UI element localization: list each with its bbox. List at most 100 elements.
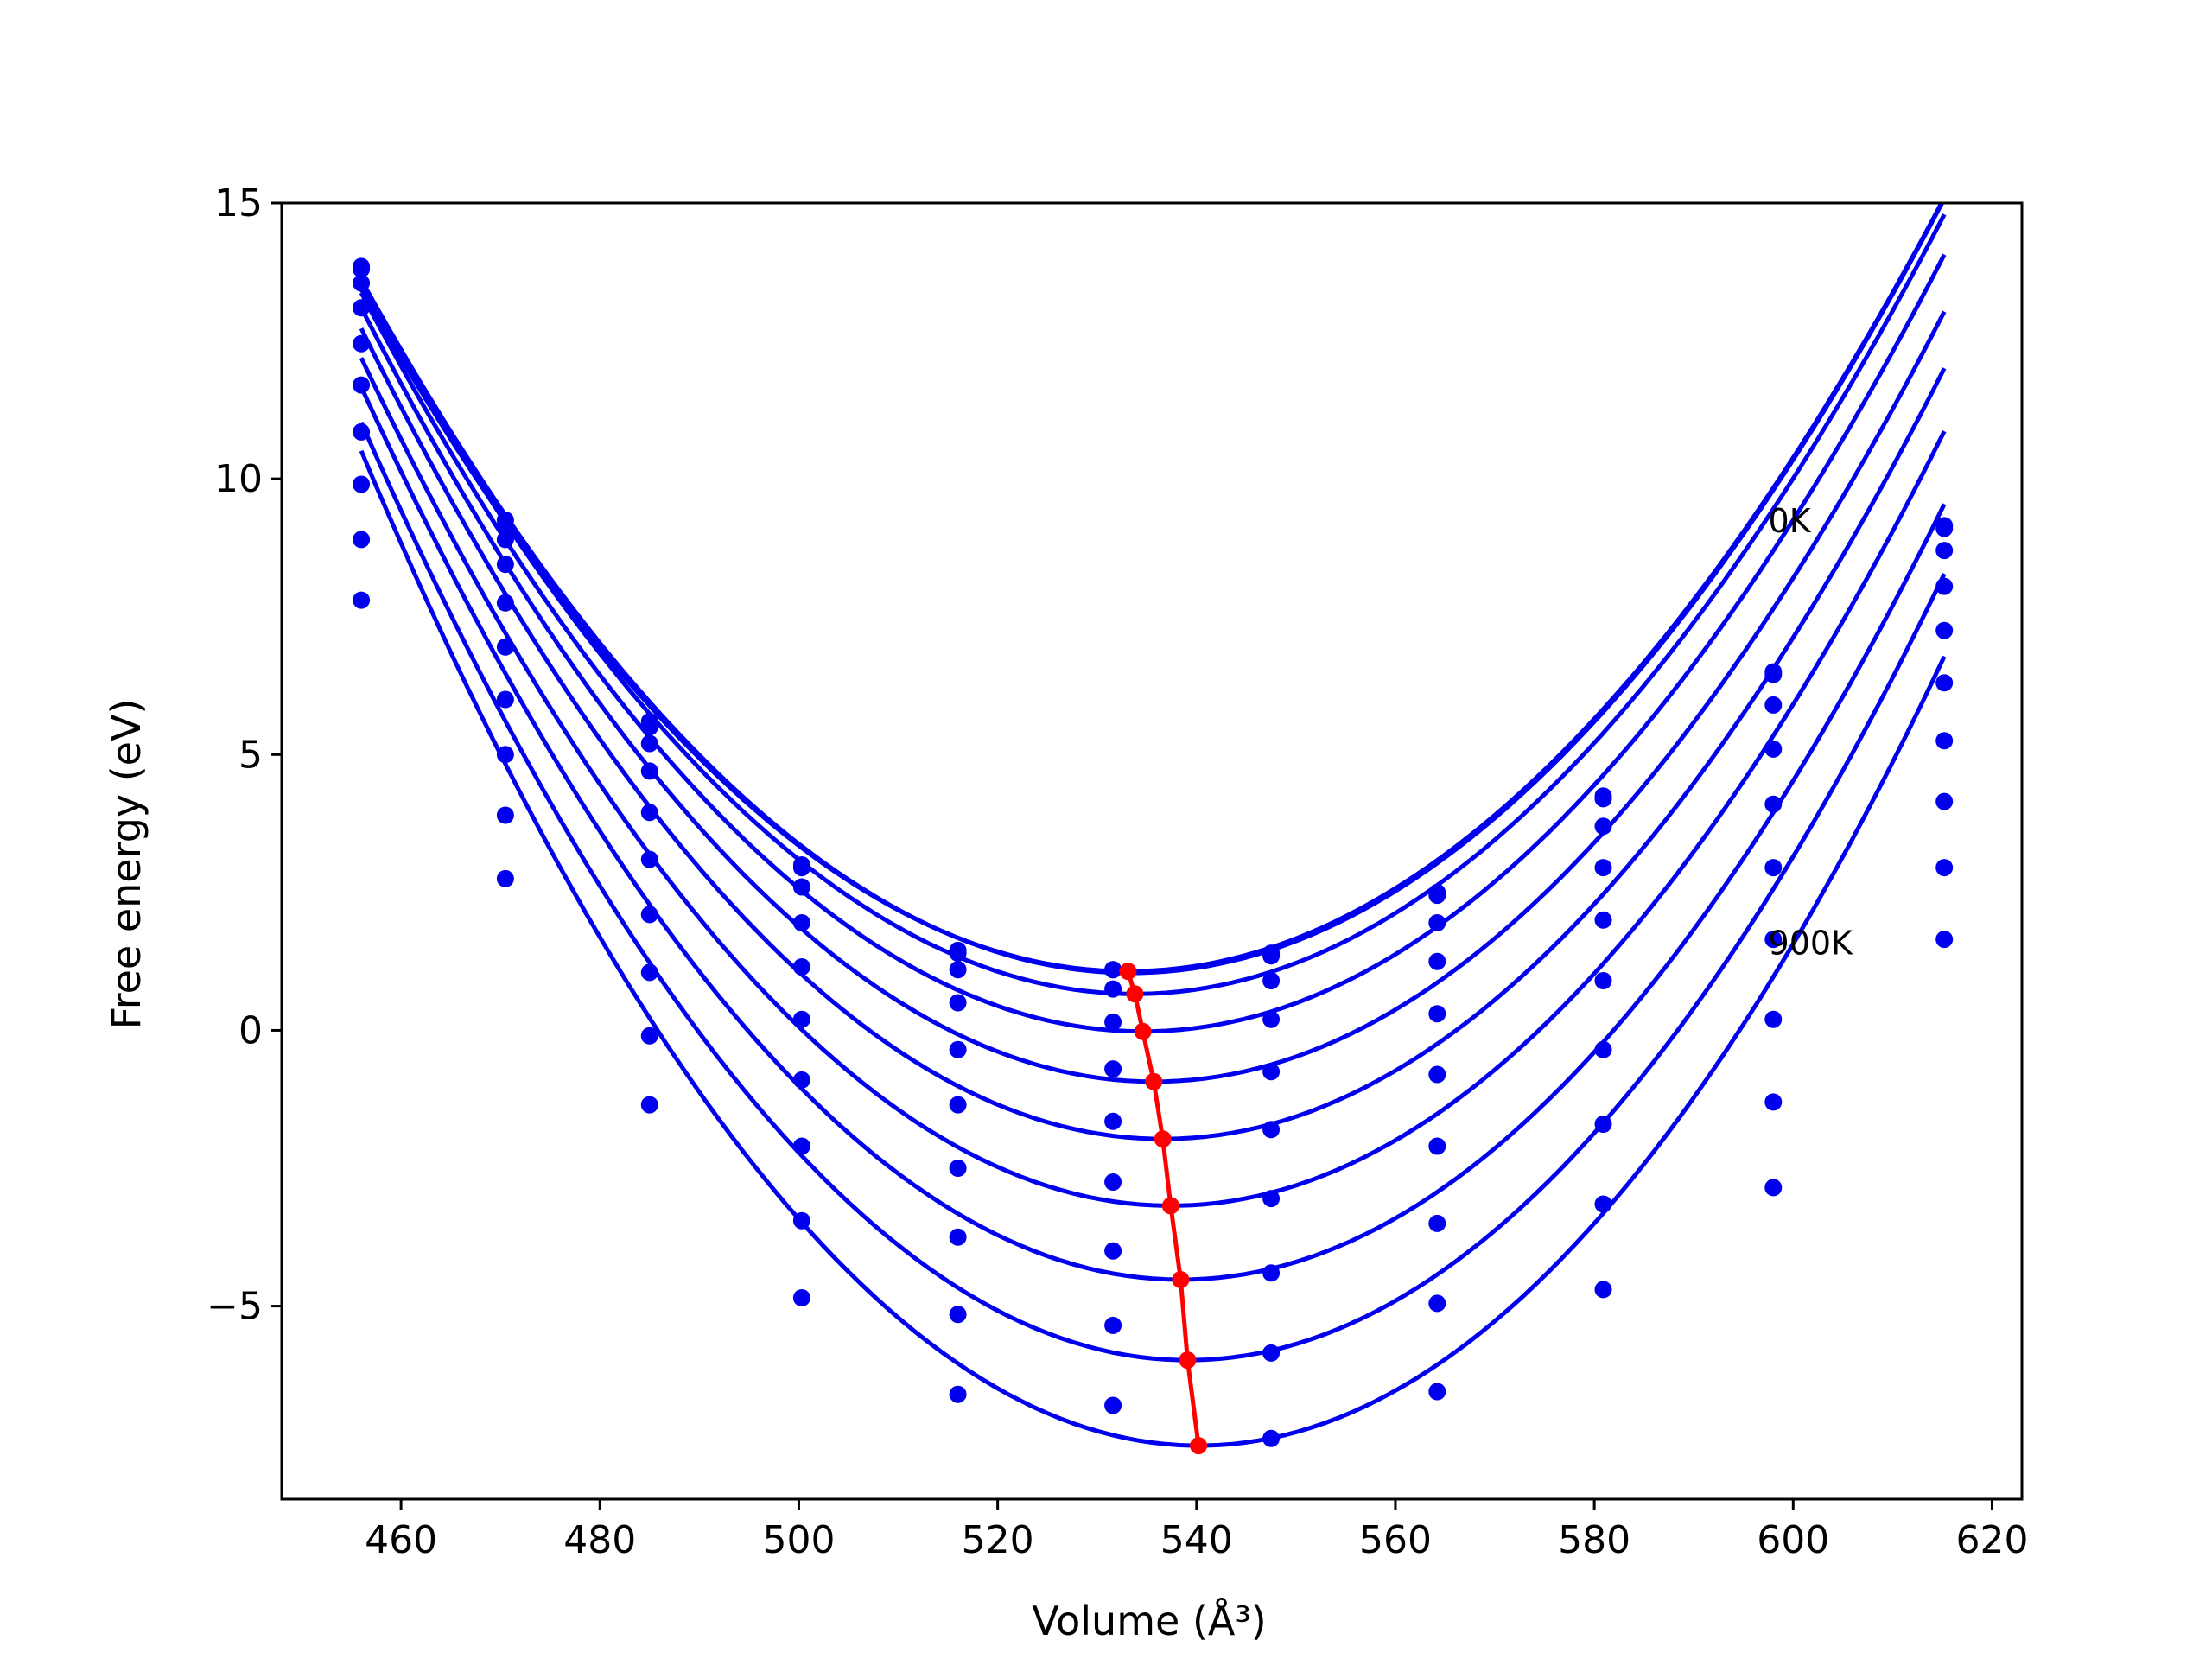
data-point — [792, 1289, 810, 1306]
plot-marks — [353, 203, 1954, 1455]
data-point — [1936, 732, 1954, 750]
data-point — [949, 961, 967, 979]
minimum-point — [1154, 1130, 1172, 1148]
data-point — [1936, 859, 1954, 877]
x-tick-label: 480 — [563, 1518, 636, 1562]
data-point — [1262, 1344, 1281, 1362]
x-tick-label: 620 — [1955, 1518, 2028, 1562]
data-point — [1428, 1382, 1446, 1401]
data-point — [1428, 914, 1446, 931]
data-point — [1594, 911, 1612, 929]
data-point — [949, 944, 967, 963]
data-point — [1936, 674, 1954, 692]
data-point — [1428, 887, 1446, 905]
data-point — [1594, 1195, 1612, 1213]
data-point — [1764, 696, 1783, 714]
data-point — [640, 1096, 658, 1114]
data-point — [1428, 1065, 1446, 1084]
data-point — [1262, 972, 1281, 989]
data-point — [949, 994, 967, 1012]
data-point — [496, 746, 514, 764]
data-point — [949, 1306, 967, 1324]
temperature-annotation: 900K — [1769, 924, 1854, 962]
x-tick-label: 500 — [762, 1518, 835, 1562]
data-point — [1594, 790, 1612, 808]
data-point — [1104, 1316, 1122, 1334]
data-point — [1764, 740, 1783, 758]
data-point — [949, 1160, 967, 1177]
annotations: 0K 900K — [1769, 502, 1854, 962]
data-point — [792, 958, 810, 976]
data-point — [949, 1385, 967, 1403]
minimum-point — [1172, 1271, 1190, 1288]
data-point — [640, 762, 658, 780]
minimum-point — [1161, 1197, 1179, 1215]
data-point — [496, 556, 514, 574]
x-axis-label: Volume (Å³) — [1032, 1598, 1267, 1644]
data-point — [640, 734, 658, 753]
data-point — [1764, 859, 1783, 877]
data-point — [1764, 1179, 1783, 1197]
data-point — [1104, 1173, 1122, 1191]
data-point — [1764, 931, 1783, 949]
x-tick-label: 540 — [1160, 1518, 1233, 1562]
data-point — [496, 869, 514, 887]
data-point — [1594, 972, 1612, 989]
data-point — [353, 591, 371, 609]
data-point — [496, 806, 514, 824]
data-point — [496, 517, 514, 535]
data-point — [1428, 1005, 1446, 1023]
data-point — [353, 260, 371, 278]
x-tick-label: 460 — [365, 1518, 437, 1562]
data-point — [792, 914, 810, 931]
data-point — [353, 299, 371, 317]
data-point — [1104, 980, 1122, 998]
data-point — [1594, 817, 1612, 836]
data-point — [1936, 577, 1954, 595]
fit-curve-5 — [359, 327, 1947, 1141]
fit-curve-7 — [359, 385, 1947, 1282]
data-point — [1594, 1116, 1612, 1133]
data-point — [1104, 961, 1122, 979]
fit-curve-3 — [359, 253, 1947, 1034]
data-point — [1764, 665, 1783, 683]
data-point — [1262, 1429, 1281, 1447]
data-point — [949, 1040, 967, 1058]
data-point — [1764, 1010, 1783, 1028]
data-point — [1104, 1112, 1122, 1130]
y-tick-label: −5 — [207, 1285, 263, 1329]
data-point — [949, 1228, 967, 1246]
y-axis-label: Free energy (eV) — [103, 699, 149, 1030]
y-tick-label: 15 — [214, 181, 263, 226]
data-point — [1594, 1281, 1612, 1299]
data-point — [1262, 947, 1281, 965]
minimum-point — [1126, 985, 1144, 1003]
data-point — [792, 1071, 810, 1089]
data-point — [496, 531, 514, 549]
data-point — [496, 690, 514, 709]
fit-curve-9 — [359, 449, 1947, 1448]
data-point — [496, 638, 514, 656]
data-point — [1936, 519, 1954, 537]
data-point — [1764, 1093, 1783, 1111]
data-point — [1428, 1294, 1446, 1313]
data-point — [353, 423, 371, 441]
axes-frame — [280, 201, 2024, 1501]
axis-ticks: 460 480 500 520 540 560 580 600 620 −5 0 5 10 15 — [207, 181, 2028, 1562]
data-point — [1936, 792, 1954, 810]
fit-curve-8 — [359, 421, 1947, 1363]
y-tick-label: 0 — [238, 1008, 263, 1052]
data-point — [640, 906, 658, 924]
data-point — [1262, 1264, 1281, 1282]
data-point — [792, 878, 810, 896]
x-tick-label: 520 — [962, 1518, 1034, 1562]
data-point — [1594, 1040, 1612, 1058]
minimum-point — [1145, 1072, 1163, 1090]
data-point — [792, 859, 810, 877]
x-tick-label: 580 — [1558, 1518, 1630, 1562]
data-point — [1262, 1010, 1281, 1028]
data-point — [1262, 1121, 1281, 1139]
data-point — [1104, 1060, 1122, 1078]
data-point — [1262, 1190, 1281, 1208]
